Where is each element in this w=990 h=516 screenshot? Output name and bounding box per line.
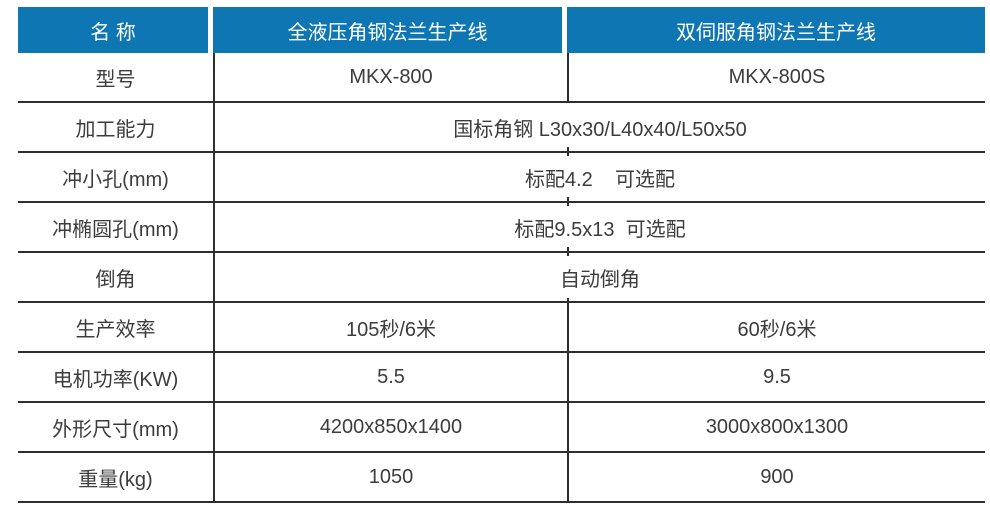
row-label: 型号 — [95, 68, 136, 91]
table-row-weight: 重量(kg) 1050 900 — [18, 453, 985, 503]
row-value-col2: MKX-800 — [213, 53, 567, 101]
table-row-model: 型号 MKX-800 MKX-800S — [18, 53, 985, 103]
table-row-small-hole: 冲小孔(mm) 标配4.2 可选配 — [18, 147, 985, 203]
row-label: 重量(kg) — [78, 468, 153, 491]
header-cell-name: 名 称 — [18, 7, 213, 53]
table-row-motor-power: 电机功率(KW) 5.5 9.5 — [18, 353, 985, 403]
row-label: 外形尺寸(mm) — [52, 418, 179, 441]
row-value-merged: 标配4.2 可选配 — [213, 147, 985, 201]
table-header-row: 名 称 全液压角钢法兰生产线 双伺服角钢法兰生产线 — [18, 7, 985, 53]
row-value-col2: 1050 — [213, 453, 567, 501]
table-row-dimensions: 外形尺寸(mm) 4200x850x1400 3000x800x1300 — [18, 403, 985, 453]
row-value-col3: 3000x800x1300 — [567, 403, 985, 451]
row-value-col3: MKX-800S — [567, 53, 985, 101]
header-cell-hydraulic-line: 全液压角钢法兰生产线 — [213, 7, 567, 53]
row-value-col3: 60秒/6米 — [567, 303, 985, 351]
row-value-merged: 自动倒角 — [213, 247, 985, 307]
header-cell-servo-line: 双伺服角钢法兰生产线 — [567, 7, 985, 53]
row-label: 冲小孔(mm) — [62, 168, 169, 191]
row-label: 电机功率(KW) — [52, 368, 179, 391]
row-value-col3: 900 — [567, 453, 985, 501]
table-row-oval-hole: 冲椭圆孔(mm) 标配9.5x13 可选配 — [18, 197, 985, 253]
row-label: 冲椭圆孔(mm) — [52, 218, 179, 241]
row-value-col3: 9.5 — [567, 353, 985, 401]
row-value-merged: 标配9.5x13 可选配 — [213, 197, 985, 251]
row-value-col2: 105秒/6米 — [213, 303, 567, 351]
table-row-chamfer: 倒角 自动倒角 — [18, 247, 985, 307]
row-label: 倒角 — [95, 268, 136, 291]
spec-sheet-page: 名 称 全液压角钢法兰生产线 双伺服角钢法兰生产线 型号 MKX-800 MKX… — [0, 7, 990, 516]
row-label: 生产效率 — [75, 318, 156, 341]
row-value-col2: 5.5 — [213, 353, 567, 401]
table-row-efficiency: 生产效率 105秒/6米 60秒/6米 — [18, 303, 985, 353]
row-label: 加工能力 — [75, 118, 156, 141]
row-value-merged: 国标角钢 L30x30/L40x40/L50x50 — [213, 103, 985, 151]
table-row-capacity: 加工能力 国标角钢 L30x30/L40x40/L50x50 — [18, 103, 985, 153]
spec-table: 名 称 全液压角钢法兰生产线 双伺服角钢法兰生产线 型号 MKX-800 MKX… — [18, 7, 985, 503]
row-value-col2: 4200x850x1400 — [213, 403, 567, 451]
